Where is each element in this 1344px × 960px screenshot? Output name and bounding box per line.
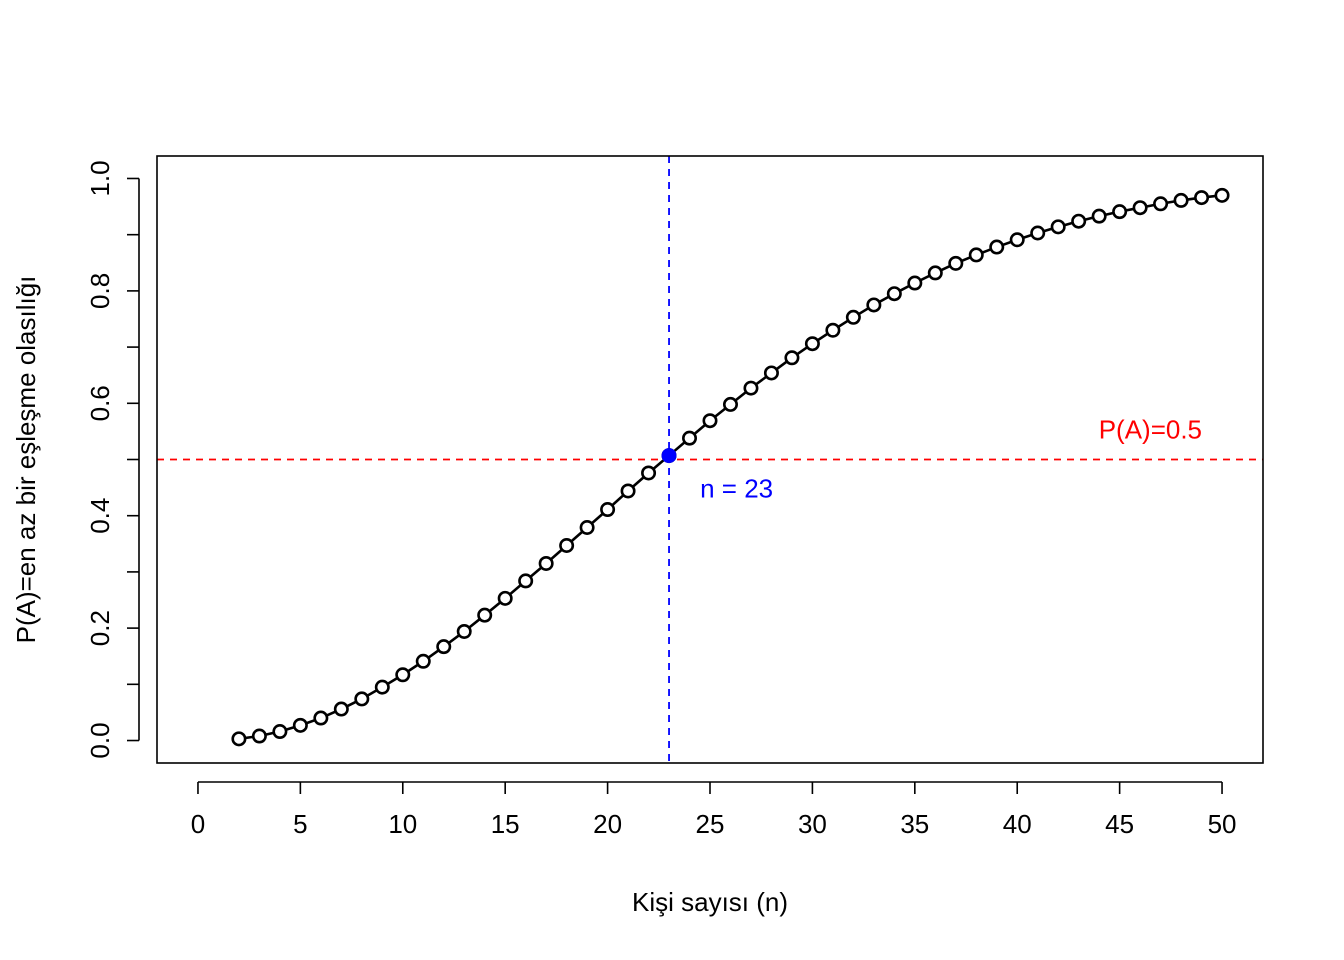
data-point [313, 710, 329, 726]
x-tick-label: 35 [900, 809, 929, 839]
data-point [374, 679, 390, 695]
y-tick-label: 0.0 [85, 722, 115, 758]
annotation-label: P(A)=0.5 [1099, 414, 1202, 444]
y-tick-label: 1.0 [85, 160, 115, 196]
data-point [436, 639, 452, 655]
x-tick-label: 0 [191, 809, 205, 839]
data-point [763, 365, 779, 381]
highlight-layer [661, 448, 677, 464]
data-point [682, 430, 698, 446]
x-tick-label: 15 [491, 809, 520, 839]
x-tick-label: 30 [798, 809, 827, 839]
data-point [231, 731, 247, 747]
data-point [702, 413, 718, 429]
y-tick-label: 0.8 [85, 273, 115, 309]
x-tick-label: 50 [1208, 809, 1237, 839]
data-point [456, 623, 472, 639]
data-point [1153, 196, 1169, 212]
x-tick-label: 25 [696, 809, 725, 839]
x-axis: 0 5 10 15 20 25 30 35 40 45 50 [191, 781, 1237, 839]
data-point [1194, 190, 1210, 206]
data-point [354, 691, 370, 707]
data-point [1112, 204, 1128, 220]
data-point [333, 701, 349, 717]
series-line [238, 194, 1223, 741]
annotations: P(A)=0.5 n = 23 [700, 414, 1202, 503]
data-point [251, 728, 267, 744]
data-point [538, 555, 554, 571]
data-point [395, 667, 411, 683]
data-point [886, 286, 902, 302]
data-point [620, 483, 636, 499]
series-layer [231, 187, 1230, 747]
y-tick-label: 0.2 [85, 610, 115, 646]
data-point [1214, 187, 1230, 203]
data-point [600, 502, 616, 518]
data-point [272, 724, 288, 740]
highlight-point [661, 448, 677, 464]
data-point [866, 297, 882, 313]
data-point [784, 350, 800, 366]
data-point [989, 239, 1005, 255]
data-point [743, 380, 759, 396]
data-point [968, 247, 984, 263]
reference-lines [157, 156, 1263, 763]
y-tick-label: 0.6 [85, 385, 115, 421]
data-point [518, 573, 534, 589]
data-point [1132, 200, 1148, 216]
data-point [497, 590, 513, 606]
data-point [907, 275, 923, 291]
x-axis-title: Kişi sayısı (n) [632, 887, 788, 917]
data-point [579, 520, 595, 536]
data-point [1071, 213, 1087, 229]
data-point [1050, 219, 1066, 235]
plot-frame [156, 155, 1264, 764]
data-point [845, 309, 861, 325]
data-point [641, 465, 657, 481]
y-axis: 0.0 0.2 0.4 0.6 0.8 1.0 [85, 160, 140, 759]
data-point [1091, 208, 1107, 224]
data-point [825, 322, 841, 338]
data-point [477, 607, 493, 623]
x-tick-label: 10 [388, 809, 417, 839]
data-point [292, 717, 308, 733]
data-point [722, 396, 738, 412]
data-point [1030, 225, 1046, 241]
data-point [804, 336, 820, 352]
data-point [559, 537, 575, 553]
x-tick-label: 5 [293, 809, 307, 839]
x-tick-label: 40 [1003, 809, 1032, 839]
data-point [948, 255, 964, 271]
data-point [1173, 192, 1189, 208]
annotation-label: n = 23 [700, 473, 773, 503]
data-point [415, 653, 431, 669]
data-point [1009, 232, 1025, 248]
x-tick-label: 45 [1105, 809, 1134, 839]
x-tick-label: 20 [593, 809, 622, 839]
y-axis-title: P(A)=en az bir eşleşme olasılığı [11, 276, 41, 644]
data-point [927, 265, 943, 281]
y-tick-label: 0.4 [85, 498, 115, 534]
